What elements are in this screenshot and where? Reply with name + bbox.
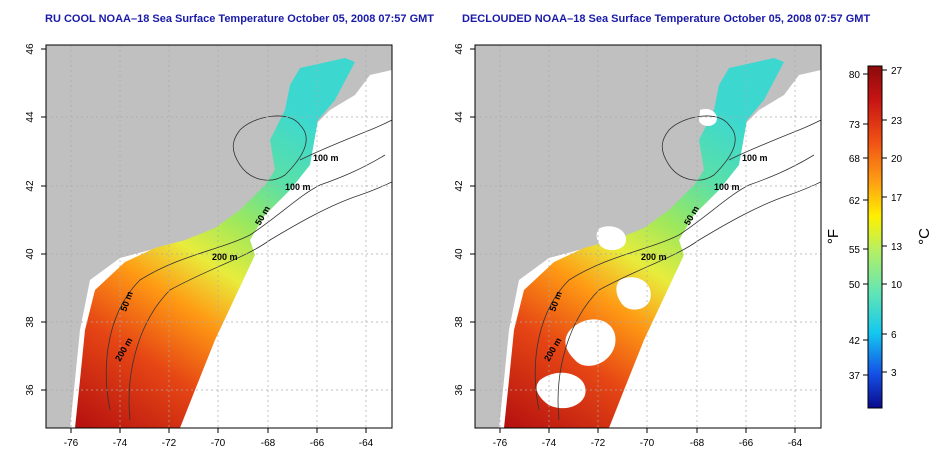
colorbar-c-tick: 20 <box>891 154 903 165</box>
panel-2-contour-label: 200 m <box>641 252 667 262</box>
panel-2-x-tick: -64 <box>788 438 803 449</box>
panel-1-grid <box>46 45 392 428</box>
panel-2-y-tick: 46 <box>454 43 465 55</box>
panel-2-y-tick: 38 <box>454 316 465 328</box>
panel-2-x-tick: -76 <box>493 438 508 449</box>
panel-1-depth-contour <box>105 154 386 411</box>
panel-2-ticks <box>470 48 796 433</box>
panel-2-title: DECLOUDED NOAA–18 Sea Surface Temperatur… <box>462 13 871 25</box>
colorbar-f-tick: 68 <box>849 154 861 165</box>
panel-2-depth-contour <box>661 115 736 181</box>
panel-2-swath-edge <box>609 150 821 428</box>
panel-1-y-tick: 46 <box>25 43 36 55</box>
panel-1-swath-edge <box>180 150 392 428</box>
panel-2-y-tick: 42 <box>454 180 465 192</box>
panel-1-x-tick: -76 <box>64 438 79 449</box>
panel-1-y-tick: 42 <box>25 180 36 192</box>
panel-1-y-tick: 40 <box>25 248 36 260</box>
panel-1-sst-swath <box>75 58 355 428</box>
panel-1-depth-contour <box>299 119 392 161</box>
panel-2-x-tick: -72 <box>591 438 606 449</box>
panel-1-depth-contour <box>128 181 392 421</box>
panel-1-x-tick: -70 <box>211 438 226 449</box>
panel-2-x-tick: -66 <box>739 438 754 449</box>
panel-2-contour-label: 100 m <box>742 153 768 163</box>
panel-1-depth-contour <box>232 115 307 181</box>
panel-1-contour-label: 200 m <box>212 252 238 262</box>
panel-2-depth-contour <box>728 119 821 161</box>
panel-2-x-tick: -70 <box>640 438 655 449</box>
colorbar: 80 73 68 62 55 50 42 37 27 23 20 17 13 1… <box>849 65 903 409</box>
panel-2-y-tick: 36 <box>454 384 465 396</box>
panel-1-map: 100 m 100 m 50 m 200 m 50 m 200 m -76 -7… <box>25 43 393 449</box>
panel-1-y-tick: 44 <box>25 111 36 123</box>
colorbar-f-tick: 37 <box>849 371 861 382</box>
panel-1-y-tick: 36 <box>25 384 36 396</box>
panel-2-x-tick: -68 <box>690 438 705 449</box>
colorbar-f-tick: 80 <box>849 70 861 81</box>
colorbar-fahrenheit-label: °F <box>825 228 843 245</box>
panel-2-grid <box>475 45 821 428</box>
colorbar-gradient <box>867 65 883 409</box>
colorbar-c-tick: 13 <box>891 242 903 253</box>
panel-1-x-tick: -68 <box>261 438 276 449</box>
panel-2-y-tick: 44 <box>454 111 465 123</box>
colorbar-f-tick: 55 <box>849 245 861 256</box>
panel-2-contour-label: 100 m <box>714 182 740 192</box>
colorbar-c-tick: 10 <box>891 280 903 291</box>
colorbar-c-tick: 23 <box>891 116 903 127</box>
panel-1-ticks <box>41 48 367 433</box>
panel-1-frame <box>45 44 393 429</box>
panel-1-x-tick: -74 <box>113 438 128 449</box>
colorbar-c-tick: 6 <box>891 330 897 341</box>
panel-1-contour-label: 100 m <box>285 182 311 192</box>
panel-1-title: RU COOL NOAA–18 Sea Surface Temperature … <box>45 13 435 25</box>
panel-2-map: 100 m 100 m 50 m 200 m 50 m 200 m -76 -7… <box>454 43 822 449</box>
colorbar-f-tick: 62 <box>849 196 861 207</box>
colorbar-c-tick: 3 <box>891 368 897 379</box>
colorbar-f-tick: 50 <box>849 280 861 291</box>
panel-2-depth-contour <box>534 154 815 411</box>
panel-1-y-tick: 38 <box>25 316 36 328</box>
colorbar-c-tick: 27 <box>891 66 903 77</box>
panel-2-frame <box>474 44 822 429</box>
panel-1-x-tick: -66 <box>310 438 325 449</box>
colorbar-f-tick: 42 <box>849 336 861 347</box>
colorbar-celsius-label: °C <box>915 228 933 245</box>
panel-1-x-tick: -64 <box>359 438 374 449</box>
colorbar-f-tick: 73 <box>849 120 861 131</box>
panel-1-x-tick: -72 <box>162 438 177 449</box>
panel-2-x-tick: -74 <box>542 438 557 449</box>
colorbar-ticks <box>863 69 887 376</box>
panel-1-contour-label: 100 m <box>313 153 339 163</box>
colorbar-c-tick: 17 <box>891 193 903 204</box>
panel-2-cloud-mask <box>536 108 717 428</box>
panel-2-depth-contour <box>557 181 821 421</box>
panel-2-y-tick: 40 <box>454 248 465 260</box>
